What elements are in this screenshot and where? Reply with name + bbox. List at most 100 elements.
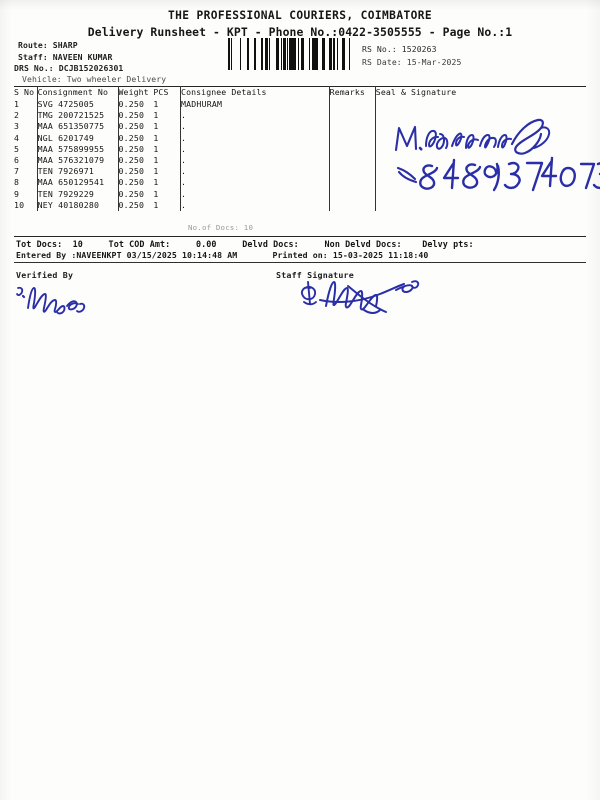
cell-remarks — [328, 121, 376, 133]
cell-seal — [374, 143, 586, 155]
cell-seal — [374, 188, 586, 200]
cell-consignee: . — [180, 166, 330, 178]
table-row: 10 NEY 40180280 0.250 1. — [14, 199, 586, 211]
handwritten-verified-signature — [14, 282, 124, 318]
cell-weight: 0.250 — [117, 188, 154, 200]
cell-sno: 5 — [14, 143, 20, 154]
cell-pcs: 1 — [153, 199, 159, 210]
handwritten-staff-signature — [296, 276, 446, 320]
cell-sno: 7 — [14, 166, 20, 177]
consignment-table: S No Consignment No Weight PCS Consignee… — [14, 86, 586, 211]
table-row: 1 SVG 4725005 0.250 1 MADHURAM — [14, 99, 586, 111]
cell-consignment-no: MAA 650129541 — [36, 177, 119, 189]
cell-seal — [374, 166, 586, 178]
cell-seal — [374, 199, 586, 211]
cell-sno: 6 — [14, 154, 20, 165]
rs-no-label: RS No.: 1520263 — [362, 44, 437, 54]
cell-remarks — [328, 166, 376, 178]
cell-consignment-no: TEN 7926971 — [36, 166, 119, 178]
column-header-seal-signature: Seal & Signature — [374, 86, 586, 99]
cell-pcs: 1 — [153, 143, 159, 154]
cell-weight: 0.250 — [117, 99, 154, 111]
column-header-consignee-details: Consignee Details — [180, 86, 330, 99]
vehicle-label: Vehicle: Two wheeler Delivery — [22, 74, 167, 84]
column-header-sno: S No — [14, 87, 35, 97]
cell-sno: 9 — [14, 188, 20, 199]
route-label: Route: SHARP — [18, 40, 78, 50]
cell-sno: 10 — [14, 199, 25, 210]
cell-remarks — [328, 154, 376, 167]
cell-remarks — [328, 110, 376, 122]
cell-weight: 0.250 — [117, 199, 154, 211]
staff-signature-label: Staff Signature — [276, 270, 354, 280]
column-header-consignment-no: Consignment No — [36, 86, 119, 99]
document-subtitle: Delivery Runsheet - KPT - Phone No.:0422… — [87, 25, 513, 39]
cell-consignment-no: NEY 40180280 — [36, 199, 119, 211]
rs-date-label: RS Date: 15-Mar-2025 — [362, 57, 462, 67]
table-row: 6 MAA 576321079 0.250 1. — [14, 154, 586, 167]
cell-seal — [374, 99, 586, 111]
cell-sno: 2 — [14, 110, 20, 121]
cell-remarks — [328, 188, 376, 200]
cell-weight: 0.250 — [117, 121, 154, 133]
cell-seal — [374, 121, 586, 133]
cell-remarks — [328, 177, 376, 189]
cell-pcs: 1 — [153, 166, 159, 177]
staff-label: Staff: NAVEEN KUMAR — [18, 52, 113, 62]
cell-pcs: 1 — [153, 99, 159, 109]
column-header-weight: Weight — [117, 86, 154, 99]
table-row: 9 TEN 7929229 0.250 1. — [14, 188, 586, 200]
entered-printed-line: Entered By :NAVEENKPT 03/15/2025 10:14:4… — [16, 250, 429, 260]
cell-seal — [374, 110, 586, 122]
cell-consignee: . — [180, 188, 330, 200]
cell-weight: 0.250 — [117, 143, 154, 155]
column-header-remarks: Remarks — [328, 86, 376, 99]
drs-no-label: DRS No.: DCJB152026301 — [14, 63, 124, 73]
cell-consignee: MADHURAM — [180, 99, 330, 111]
cell-pcs: 1 — [153, 177, 159, 188]
verified-by-label: Verified By — [16, 270, 74, 280]
cell-pcs: 1 — [153, 132, 159, 143]
cell-consignment-no: TEN 7929229 — [36, 188, 119, 200]
cell-weight: 0.250 — [117, 177, 154, 189]
cell-consignee: . — [180, 143, 330, 155]
table-row: 4 NGL 6201749 0.250 1. — [14, 132, 586, 144]
cell-sno: 8 — [14, 177, 20, 188]
cell-pcs: 1 — [153, 188, 159, 199]
cell-consignment-no: MAA 651350775 — [36, 121, 119, 133]
cell-seal — [374, 177, 586, 189]
cell-remarks — [328, 199, 376, 211]
table-body: 1 SVG 4725005 0.250 1 MADHURAM 2 TMG 200721525… — [14, 99, 586, 211]
totals-line: Tot Docs: 10 Tot COD Amt: 0.00 Delvd Doc… — [16, 239, 474, 249]
cell-consignment-no: TMG 200721525 — [36, 110, 119, 122]
cell-consignee: . — [180, 132, 330, 144]
table-header-row: S No Consignment No Weight PCS Consignee… — [14, 86, 586, 99]
cell-weight: 0.250 — [117, 132, 154, 144]
column-header-pcs: PCS — [153, 87, 169, 97]
cell-consignment-no: MAA 576321079 — [36, 154, 119, 167]
cell-sno: 3 — [14, 121, 20, 132]
table-row: 2 TMG 200721525 0.250 1. — [14, 110, 586, 122]
cell-seal — [374, 132, 586, 144]
company-title: THE PROFESSIONAL COURIERS, COIMBATORE — [167, 9, 432, 22]
cell-consignee: . — [180, 177, 330, 189]
cell-remarks — [328, 99, 376, 111]
table-row: 8 MAA 650129541 0.250 1. — [14, 177, 586, 189]
cell-weight: 0.250 — [117, 154, 154, 167]
bottom-divider — [14, 262, 586, 263]
table-row: 7 TEN 7926971 0.250 1. — [14, 166, 586, 178]
barcode-image — [228, 38, 351, 70]
cell-weight: 0.250 — [117, 166, 154, 178]
cell-weight: 0.250 — [117, 110, 154, 122]
cell-consignment-no: MAA 575899955 — [36, 143, 119, 155]
cell-sno: 4 — [14, 132, 20, 143]
cell-pcs: 1 — [153, 110, 159, 121]
cell-pcs: 1 — [153, 154, 159, 165]
cell-consignee: . — [180, 199, 330, 211]
consignment-table-wrap: S No Consignment No Weight PCS Consignee… — [14, 86, 586, 211]
cell-seal — [374, 154, 586, 167]
totals-divider — [14, 236, 586, 237]
cell-consignee: . — [180, 110, 330, 122]
cell-pcs: 1 — [153, 121, 159, 132]
